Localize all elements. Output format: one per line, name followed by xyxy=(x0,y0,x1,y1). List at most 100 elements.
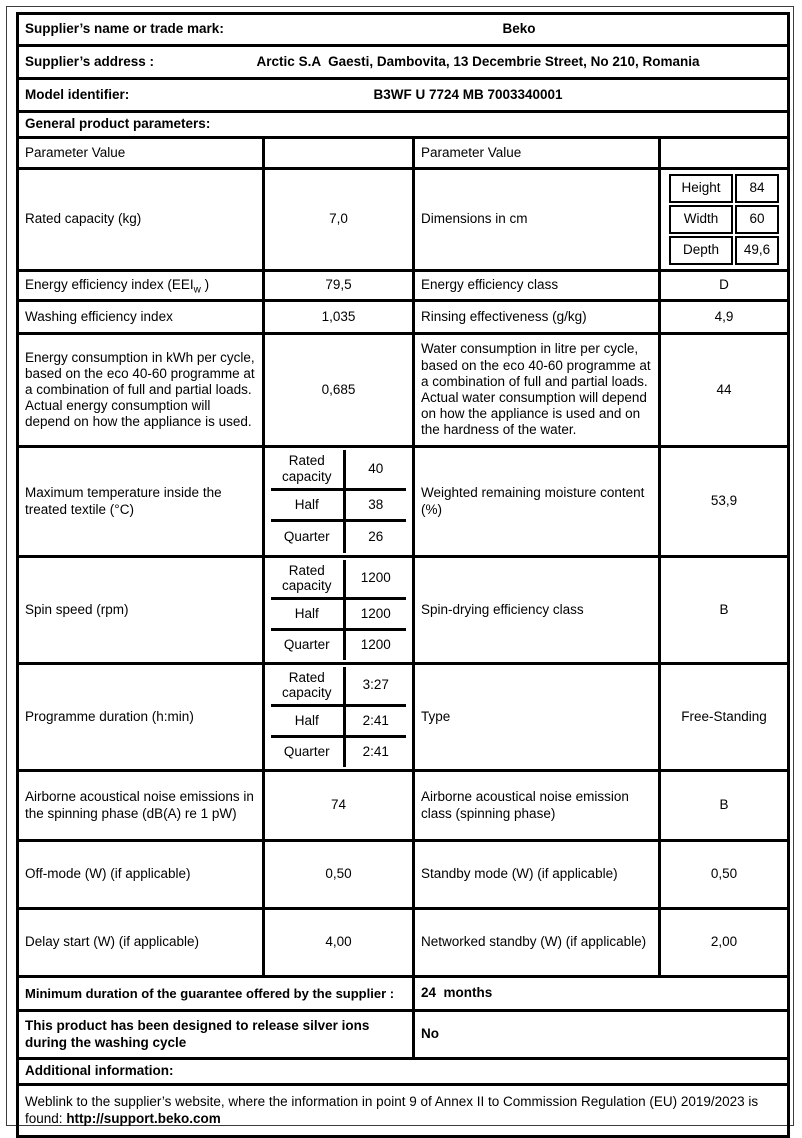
eei-label-text: Energy efficiency index (EEI xyxy=(25,277,194,293)
type-value: Free-Standing xyxy=(657,662,791,772)
guarantee-row: Minimum duration of the guarantee offere… xyxy=(16,975,791,1012)
max-temperature-row: Maximum temperature inside the treated t… xyxy=(16,445,791,558)
type-label: Type xyxy=(412,662,661,772)
duration-rated-label: Rated capacity xyxy=(271,667,346,707)
programme-duration-subtable: Rated capacity 3:27 Half 2:41 Quarter 2:… xyxy=(271,667,406,767)
water-consumption-value: 44 xyxy=(657,332,791,448)
spin-rated-value: 1200 xyxy=(344,560,406,600)
delay-start-value: 4,00 xyxy=(262,907,415,978)
off-mode-value: 0,50 xyxy=(262,839,415,910)
programme-duration-label: Programme duration (h:min) xyxy=(16,662,265,772)
dimension-height-label: Height xyxy=(669,174,733,203)
general-parameters-title: General product parameters: xyxy=(15,110,791,139)
dimension-width-value: 60 xyxy=(735,205,780,234)
energy-efficiency-class-value: D xyxy=(657,269,791,302)
dimension-width-label: Width xyxy=(669,205,733,234)
spin-rated-label: Rated capacity xyxy=(271,560,346,600)
column-header-row: Parameter Value Parameter Value xyxy=(16,136,791,170)
dimension-depth-value: 49,6 xyxy=(735,236,780,265)
programme-duration-row: Programme duration (h:min) Rated capacit… xyxy=(16,662,791,772)
energy-efficiency-index-label: Energy efficiency index (EEIw ) xyxy=(16,269,265,302)
rated-capacity-row: Rated capacity (kg) 7,0 Dimensions in cm… xyxy=(16,167,791,272)
model-identifier-cell: Model identifier: B3WF U 7724 MB 7003340… xyxy=(15,77,791,113)
silver-ions-value: No xyxy=(411,1009,791,1060)
noise-row: Airborne acoustical noise emissions in t… xyxy=(16,769,791,842)
water-consumption-label: Water consumption in litre per cycle, ba… xyxy=(412,332,661,448)
silver-ions-row: This product has been designed to releas… xyxy=(16,1009,791,1060)
spin-quarter-label: Quarter xyxy=(271,629,346,660)
consumption-row: Energy consumption in kWh per cycle, bas… xyxy=(16,332,791,448)
supplier-address-cell: Supplier’s address : Arctic S.A Gaesti, … xyxy=(15,44,791,80)
networked-standby-value: 2,00 xyxy=(657,907,791,978)
duration-rated-value: 3:27 xyxy=(344,667,406,707)
energy-efficiency-index-value: 79,5 xyxy=(262,269,415,302)
max-temp-half-label: Half xyxy=(271,489,346,522)
washing-efficiency-row: Washing efficiency index 1,035 Rinsing e… xyxy=(16,299,791,335)
spin-half-label: Half xyxy=(271,598,346,631)
washing-efficiency-label: Washing efficiency index xyxy=(16,299,265,335)
column-header-left: Parameter Value xyxy=(16,136,265,170)
moisture-content-label: Weighted remaining moisture content (%) xyxy=(412,445,661,558)
energy-efficiency-index-row: Energy efficiency index (EEIw ) 79,5 Ene… xyxy=(16,269,791,302)
duration-quarter-label: Quarter xyxy=(271,736,346,767)
delay-start-row: Delay start (W) (if applicable) 4,00 Net… xyxy=(16,907,791,978)
off-mode-row: Off-mode (W) (if applicable) 0,50 Standb… xyxy=(16,839,791,910)
supplier-name-value: Beko xyxy=(502,21,536,37)
noise-class-label: Airborne acoustical noise emission class… xyxy=(412,769,661,842)
programme-duration-subcell: Rated capacity 3:27 Half 2:41 Quarter 2:… xyxy=(262,662,415,772)
weblink-row: Weblink to the supplier’s website, where… xyxy=(15,1083,791,1138)
dimension-height-value: 84 xyxy=(735,174,780,203)
duration-half-value: 2:41 xyxy=(344,705,406,738)
max-temp-half-value: 38 xyxy=(344,489,406,522)
general-parameters-section-row: General product parameters: xyxy=(15,110,791,139)
column-header-empty-left xyxy=(262,136,415,170)
model-identifier-value: B3WF U 7724 MB 7003340001 xyxy=(373,86,563,102)
spin-quarter-value: 1200 xyxy=(360,637,391,653)
rated-capacity-value: 7,0 xyxy=(262,167,415,272)
moisture-content-value: 53,9 xyxy=(657,445,791,558)
max-temperature-subtable: Rated capacity 40 Half 38 Quarter 26 xyxy=(271,450,406,553)
max-temp-quarter-value: 26 xyxy=(368,529,384,545)
model-identifier-row: Model identifier: B3WF U 7724 MB 7003340… xyxy=(15,77,791,113)
additional-information-row: Additional information: xyxy=(15,1057,791,1086)
supplier-name-label: Supplier’s name or trade mark: xyxy=(25,21,224,37)
noise-emissions-label: Airborne acoustical noise emissions in t… xyxy=(16,769,265,842)
rated-capacity-label: Rated capacity (kg) xyxy=(16,167,265,272)
dimensions-subtable: Height 84 Width 60 Depth 49,6 xyxy=(667,172,781,267)
max-temp-quarter-label: Quarter xyxy=(271,520,346,553)
max-temperature-label: Maximum temperature inside the treated t… xyxy=(16,445,265,558)
delay-start-label: Delay start (W) (if applicable) xyxy=(16,907,265,978)
column-header-right: Parameter Value xyxy=(412,136,661,170)
silver-ions-label: This product has been designed to releas… xyxy=(16,1009,415,1060)
spin-speed-subtable: Rated capacity 1200 Half 1200 Quarter 12… xyxy=(271,560,406,660)
spin-half-value: 1200 xyxy=(344,598,406,631)
supplier-name-row: Supplier’s name or trade mark: Beko xyxy=(15,12,791,47)
supplier-address-label: Supplier’s address : xyxy=(25,53,155,69)
weblink-url[interactable]: http://support.beko.com xyxy=(66,1110,221,1126)
duration-quarter-value: 2:41 xyxy=(362,744,389,760)
product-information-sheet: Supplier’s name or trade mark: Beko Supp… xyxy=(15,12,791,1138)
spin-drying-class-label: Spin-drying efficiency class xyxy=(412,555,661,665)
weblink-cell: Weblink to the supplier’s website, where… xyxy=(15,1083,791,1138)
dimension-depth-label: Depth xyxy=(669,236,733,265)
spin-speed-row: Spin speed (rpm) Rated capacity 1200 Hal… xyxy=(16,555,791,665)
energy-efficiency-class-label: Energy efficiency class xyxy=(412,269,661,302)
product-parameters-table: Supplier’s name or trade mark: Beko Supp… xyxy=(15,12,791,1138)
standby-mode-label: Standby mode (W) (if applicable) xyxy=(412,839,661,910)
eei-label-subscript: w xyxy=(193,285,201,297)
max-temp-rated-value: 40 xyxy=(344,450,406,491)
max-temperature-subcell: Rated capacity 40 Half 38 Quarter 26 xyxy=(262,445,415,558)
column-header-empty-right xyxy=(657,136,791,170)
supplier-address-row: Supplier’s address : Arctic S.A Gaesti, … xyxy=(15,44,791,80)
standby-mode-value: 0,50 xyxy=(657,839,791,910)
spin-drying-class-value: B xyxy=(657,555,791,665)
dimensions-label: Dimensions in cm xyxy=(412,167,661,272)
guarantee-label: Minimum duration of the guarantee offere… xyxy=(16,975,415,1012)
eei-label-close: ) xyxy=(200,277,210,293)
spin-speed-subcell: Rated capacity 1200 Half 1200 Quarter 12… xyxy=(262,555,415,665)
supplier-address-value: Arctic S.A Gaesti, Dambovita, 13 Decembr… xyxy=(256,53,700,69)
rinsing-effectiveness-value: 4,9 xyxy=(657,299,791,335)
dimensions-cell: Height 84 Width 60 Depth 49,6 xyxy=(657,167,791,272)
networked-standby-label: Networked standby (W) (if applicable) xyxy=(412,907,661,978)
additional-information-title: Additional information: xyxy=(15,1057,791,1086)
